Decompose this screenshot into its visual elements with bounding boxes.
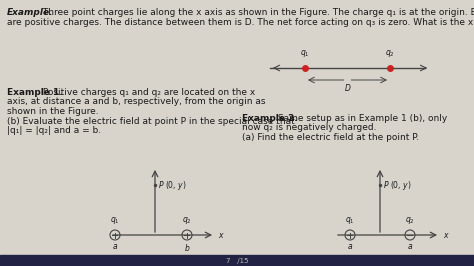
Text: $x$: $x$ bbox=[218, 231, 225, 240]
Text: $q_2$: $q_2$ bbox=[182, 215, 192, 226]
Text: Example.: Example. bbox=[7, 8, 54, 17]
Text: (a) Find the electric field at the point P.: (a) Find the electric field at the point… bbox=[242, 133, 419, 142]
Text: $q_1$: $q_1$ bbox=[110, 215, 120, 226]
Text: 7   /15: 7 /15 bbox=[226, 257, 248, 264]
Text: Positive charges q₁ and q₂ are located on the x: Positive charges q₁ and q₂ are located o… bbox=[40, 88, 255, 97]
Text: $P$ (0, $y$): $P$ (0, $y$) bbox=[158, 178, 187, 192]
Text: Example 2.: Example 2. bbox=[242, 114, 298, 123]
Text: $q_2$: $q_2$ bbox=[385, 48, 395, 59]
Text: $a$: $a$ bbox=[112, 242, 118, 251]
Text: Three point charges lie along the x axis as shown in the Figure. The charge q₁ i: Three point charges lie along the x axis… bbox=[40, 8, 474, 17]
Text: $q_1$: $q_1$ bbox=[345, 215, 355, 226]
Text: $x$: $x$ bbox=[443, 231, 450, 240]
Text: axis, at distance a and b, respectively, from the origin as: axis, at distance a and b, respectively,… bbox=[7, 98, 265, 106]
Text: (b) Evaluate the electric field at point P in the special case that: (b) Evaluate the electric field at point… bbox=[7, 117, 295, 126]
Text: $q_1$: $q_1$ bbox=[300, 48, 310, 59]
Text: $D$: $D$ bbox=[344, 82, 351, 93]
Text: shown in the Figure.: shown in the Figure. bbox=[7, 107, 99, 116]
Text: $a$: $a$ bbox=[407, 242, 413, 251]
Bar bbox=[0, 255, 474, 266]
Text: are positive charges. The distance between them is D. The net force acting on q₃: are positive charges. The distance betwe… bbox=[7, 18, 474, 27]
Text: now q₂ is negatively charged.: now q₂ is negatively charged. bbox=[242, 123, 376, 132]
Text: $q_2$: $q_2$ bbox=[405, 215, 415, 226]
Text: $a$: $a$ bbox=[347, 242, 353, 251]
Text: Example 1.: Example 1. bbox=[7, 88, 63, 97]
Text: $P$ (0, $y$): $P$ (0, $y$) bbox=[383, 178, 411, 192]
Text: $b$: $b$ bbox=[184, 242, 190, 253]
Text: Same setup as in Example 1 (b), only: Same setup as in Example 1 (b), only bbox=[275, 114, 447, 123]
Text: |q₁| = |q₂| and a = b.: |q₁| = |q₂| and a = b. bbox=[7, 126, 101, 135]
